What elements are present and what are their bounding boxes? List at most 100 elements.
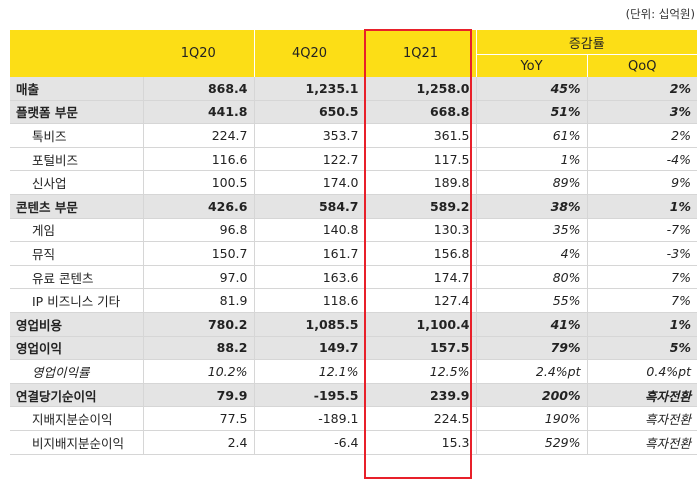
- cell-yoy: 55%: [476, 288, 588, 313]
- cell-4q20: 353.7: [254, 123, 366, 148]
- row-new-business: 신사업 100.5 174.0 189.8 89% 9%: [10, 170, 698, 195]
- cell-4q20: -189.1: [254, 406, 366, 431]
- cell-1q20: 81.9: [143, 288, 255, 313]
- row-label: 매출: [10, 77, 144, 101]
- cell-yoy: 200%: [476, 383, 588, 408]
- financial-table: 1Q20 4Q20 1Q21 증감률 YoY QoQ 매출 868.4 1,23…: [10, 30, 698, 455]
- cell-1q20: 224.7: [143, 123, 255, 148]
- cell-qoq: 1%: [587, 312, 698, 337]
- unit-note: (단위: 십억원): [625, 7, 695, 21]
- cell-4q20: 163.6: [254, 265, 366, 290]
- row-talkbiz: 톡비즈 224.7 353.7 361.5 61% 2%: [10, 123, 698, 148]
- cell-1q20: 780.2: [143, 312, 255, 337]
- row-music: 뮤직 150.7 161.7 156.8 4% -3%: [10, 241, 698, 266]
- row-operating-profit: 영업이익 88.2 149.7 157.5 79% 5%: [10, 336, 698, 361]
- cell-4q20: 1,235.1: [254, 77, 366, 101]
- row-label: 영업이익률: [10, 359, 144, 384]
- cell-1q21: 15.3: [365, 430, 477, 455]
- cell-4q20: 149.7: [254, 336, 366, 361]
- cell-1q21: 127.4: [365, 288, 477, 313]
- header-qoq: QoQ: [587, 54, 698, 77]
- row-revenue: 매출 868.4 1,235.1 1,258.0 45% 2%: [10, 77, 698, 101]
- cell-1q20: 97.0: [143, 265, 255, 290]
- cell-yoy: 41%: [476, 312, 588, 337]
- cell-4q20: 584.7: [254, 194, 366, 219]
- cell-yoy: 529%: [476, 430, 588, 455]
- cell-1q21: 156.8: [365, 241, 477, 266]
- cell-yoy: 89%: [476, 170, 588, 195]
- row-controlling-net-income: 지배지분순이익 77.5 -189.1 224.5 190% 흑자전환: [10, 406, 698, 431]
- cell-qoq: 7%: [587, 288, 698, 313]
- cell-yoy: 1%: [476, 147, 588, 172]
- cell-4q20: 118.6: [254, 288, 366, 313]
- cell-1q21: 224.5: [365, 406, 477, 431]
- row-noncontrolling-net-income: 비지배지분순이익 2.4 -6.4 15.3 529% 흑자전환: [10, 430, 698, 455]
- cell-qoq: 흑자전환: [587, 430, 698, 455]
- header-period-1q21: 1Q21: [365, 30, 477, 77]
- cell-4q20: 122.7: [254, 147, 366, 172]
- row-label: 지배지분순이익: [10, 406, 144, 431]
- row-operating-expense: 영업비용 780.2 1,085.5 1,100.4 41% 1%: [10, 312, 698, 337]
- row-label: IP 비즈니스 기타: [10, 288, 144, 313]
- cell-qoq: 흑자전환: [587, 383, 698, 408]
- cell-qoq: -3%: [587, 241, 698, 266]
- header-period-4q20: 4Q20: [254, 30, 366, 77]
- cell-4q20: 12.1%: [254, 359, 366, 384]
- cell-1q21: 1,100.4: [365, 312, 477, 337]
- cell-yoy: 4%: [476, 241, 588, 266]
- cell-1q21: 130.3: [365, 218, 477, 243]
- row-operating-margin: 영업이익률 10.2% 12.1% 12.5% 2.4%pt 0.4%pt: [10, 359, 698, 384]
- cell-1q21: 174.7: [365, 265, 477, 290]
- cell-1q21: 157.5: [365, 336, 477, 361]
- cell-1q20: 77.5: [143, 406, 255, 431]
- row-label: 신사업: [10, 170, 144, 195]
- cell-qoq: -4%: [587, 147, 698, 172]
- cell-qoq: 3%: [587, 100, 698, 125]
- cell-1q21: 361.5: [365, 123, 477, 148]
- cell-1q20: 88.2: [143, 336, 255, 361]
- cell-1q20: 100.5: [143, 170, 255, 195]
- cell-yoy: 61%: [476, 123, 588, 148]
- cell-yoy: 80%: [476, 265, 588, 290]
- row-label: 콘텐츠 부문: [10, 194, 144, 219]
- row-label: 뮤직: [10, 241, 144, 266]
- cell-4q20: -195.5: [254, 383, 366, 408]
- cell-4q20: 650.5: [254, 100, 366, 125]
- cell-yoy: 45%: [476, 77, 588, 101]
- cell-1q20: 441.8: [143, 100, 255, 125]
- cell-qoq: 1%: [587, 194, 698, 219]
- cell-1q20: 79.9: [143, 383, 255, 408]
- row-portalbiz: 포털비즈 116.6 122.7 117.5 1% -4%: [10, 147, 698, 172]
- cell-yoy: 2.4%pt: [476, 359, 588, 384]
- header-period-1q20: 1Q20: [143, 30, 255, 77]
- row-game: 게임 96.8 140.8 130.3 35% -7%: [10, 218, 698, 243]
- header-corner: [10, 30, 143, 77]
- row-label: 포털비즈: [10, 147, 144, 172]
- row-label: 플랫폼 부문: [10, 100, 144, 125]
- cell-4q20: -6.4: [254, 430, 366, 455]
- cell-qoq: 0.4%pt: [587, 359, 698, 384]
- cell-1q20: 868.4: [143, 77, 255, 101]
- row-label: 영업이익: [10, 336, 144, 361]
- row-label: 연결당기순이익: [10, 383, 144, 408]
- header-yoy: YoY: [476, 54, 588, 77]
- cell-yoy: 190%: [476, 406, 588, 431]
- cell-1q20: 426.6: [143, 194, 255, 219]
- row-content: 콘텐츠 부문 426.6 584.7 589.2 38% 1%: [10, 194, 698, 219]
- cell-qoq: 7%: [587, 265, 698, 290]
- cell-1q21: 12.5%: [365, 359, 477, 384]
- row-label: 게임: [10, 218, 144, 243]
- cell-4q20: 1,085.5: [254, 312, 366, 337]
- cell-yoy: 51%: [476, 100, 588, 125]
- cell-1q20: 150.7: [143, 241, 255, 266]
- row-net-income: 연결당기순이익 79.9 -195.5 239.9 200% 흑자전환: [10, 383, 698, 408]
- row-label: 영업비용: [10, 312, 144, 337]
- cell-qoq: 흑자전환: [587, 406, 698, 431]
- cell-1q20: 116.6: [143, 147, 255, 172]
- row-label: 비지배지분순이익: [10, 430, 144, 455]
- cell-yoy: 38%: [476, 194, 588, 219]
- cell-qoq: 9%: [587, 170, 698, 195]
- cell-1q21: 1,258.0: [365, 77, 477, 101]
- cell-1q20: 96.8: [143, 218, 255, 243]
- row-platform: 플랫폼 부문 441.8 650.5 668.8 51% 3%: [10, 100, 698, 125]
